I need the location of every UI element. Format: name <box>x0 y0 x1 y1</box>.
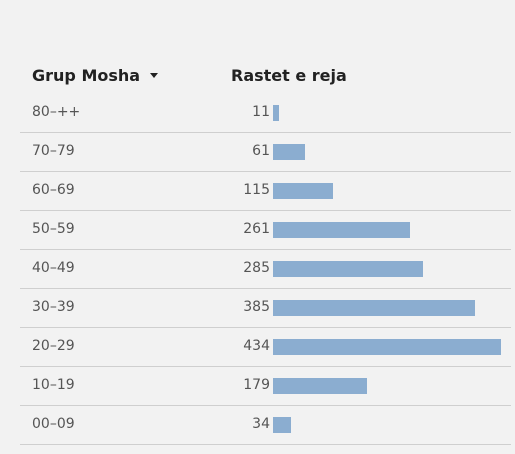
new-cases-bar <box>273 417 291 433</box>
age-group-label: 00–09 <box>32 416 75 432</box>
table-body: 80–++ 11 70–79 61 60–69 115 50–59 261 40–49 285 30… <box>20 94 511 445</box>
age-group-table: Grup Mosha Rastet e reja 80–++ 11 70–79 61 6… <box>20 58 511 445</box>
table-row: 80–++ 11 <box>20 94 511 133</box>
table-header: Grup Mosha Rastet e reja <box>20 58 511 94</box>
age-group-label: 40–49 <box>32 260 75 276</box>
table-row: 10–19 179 <box>20 367 511 406</box>
new-cases-value: 385 <box>243 299 270 315</box>
new-cases-value: 61 <box>252 143 270 159</box>
new-cases-bar <box>273 222 410 238</box>
age-group-label: 20–29 <box>32 338 75 354</box>
age-group-label: 10–19 <box>32 377 75 393</box>
age-group-header-label: Grup Mosha <box>32 66 141 85</box>
new-cases-value: 261 <box>243 221 270 237</box>
new-cases-value: 179 <box>243 377 270 393</box>
new-cases-value: 34 <box>252 416 270 432</box>
table-row: 40–49 285 <box>20 250 511 289</box>
new-cases-bar <box>273 378 367 394</box>
age-group-label: 60–69 <box>32 182 75 198</box>
new-cases-bar <box>273 339 501 355</box>
sort-caret-down-icon[interactable] <box>150 73 159 78</box>
table-row: 20–29 434 <box>20 328 511 367</box>
new-cases-value: 285 <box>243 260 270 276</box>
age-group-label: 50–59 <box>32 221 75 237</box>
new-cases-bar <box>273 105 279 121</box>
table-row: 60–69 115 <box>20 172 511 211</box>
table-row: 00–09 34 <box>20 406 511 445</box>
table-row: 30–39 385 <box>20 289 511 328</box>
age-group-label: 30–39 <box>32 299 75 315</box>
age-group-label: 80–++ <box>32 104 81 120</box>
new-cases-bar <box>273 144 305 160</box>
age-group-sort-header[interactable]: Grup Mosha <box>32 66 159 85</box>
table-row: 50–59 261 <box>20 211 511 250</box>
new-cases-value: 115 <box>243 182 270 198</box>
age-group-label: 70–79 <box>32 143 75 159</box>
new-cases-value: 11 <box>252 104 270 120</box>
new-cases-bar <box>273 261 423 277</box>
new-cases-bar <box>273 183 333 199</box>
new-cases-header: Rastet e reja <box>231 66 347 85</box>
new-cases-bar <box>273 300 475 316</box>
table-row: 70–79 61 <box>20 133 511 172</box>
new-cases-value: 434 <box>243 338 270 354</box>
